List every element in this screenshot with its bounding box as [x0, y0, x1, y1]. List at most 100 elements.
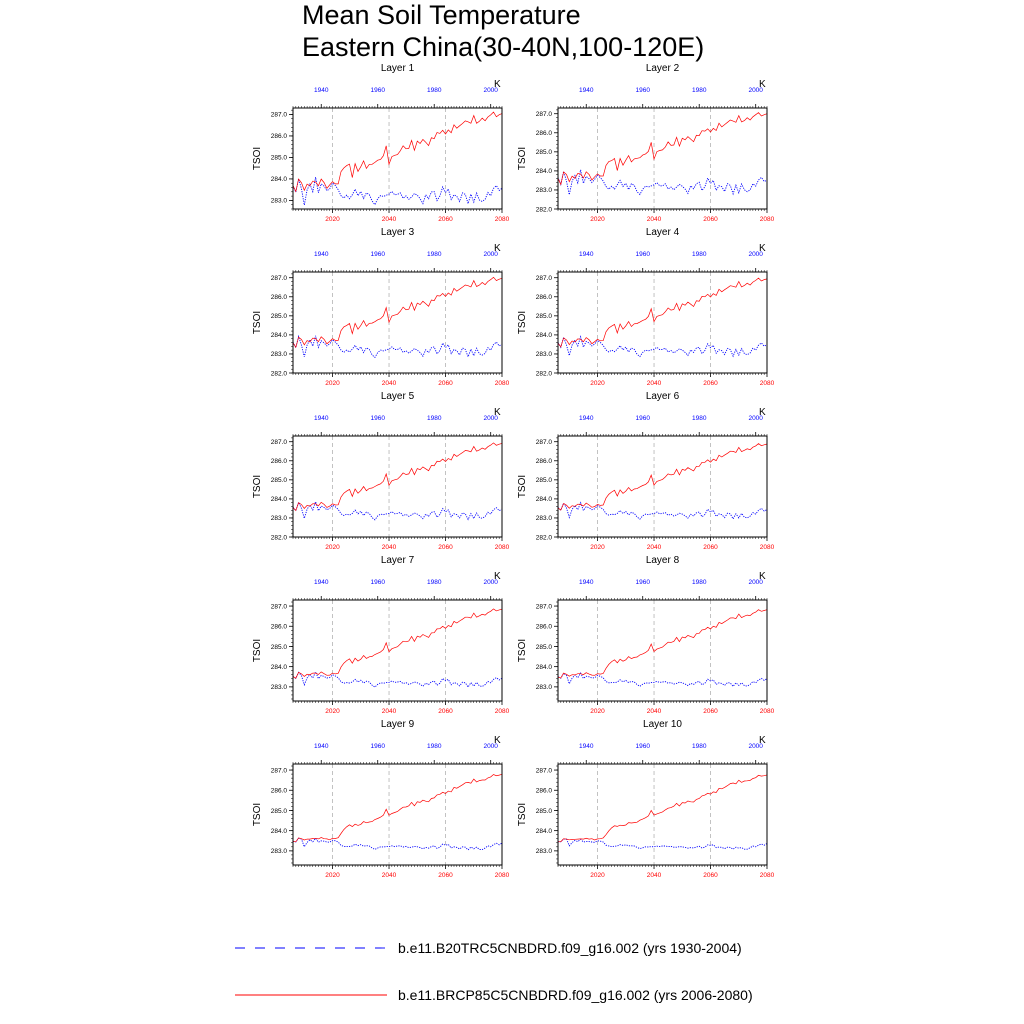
y-tick-label: 283.0: [271, 684, 288, 691]
y-tick-label: 287.0: [271, 603, 288, 610]
panel-layer-10: Layer 10 K TSOI 283.0 284.0 285.0 286.0 287.0 20…: [517, 719, 775, 879]
series-line-rcp85: [557, 277, 768, 348]
panel-title: Layer 4: [646, 227, 680, 238]
x-top-tick-label: 1980: [427, 743, 442, 750]
y-axis-label: TSOI: [252, 147, 263, 170]
panel-layer-8: Layer 8 K TSOI 283.0 284.0 285.0 286.0 287.0 202…: [517, 555, 775, 715]
x-bottom-tick-label: 2060: [438, 380, 453, 387]
y-tick-label: 286.0: [271, 133, 288, 140]
panel-grid: Layer 1 K TSOI 283.0 284.0 285.0 286.0 287.0 202…: [252, 63, 775, 879]
x-top-tick-label: 1980: [692, 579, 707, 586]
x-bottom-tick-label: 2060: [703, 708, 718, 715]
y-tick-label: 285.0: [271, 808, 288, 815]
units-label: K: [494, 243, 501, 254]
y-tick-label: 287.0: [271, 439, 288, 446]
figure-title-line-1: Mean Soil Temperature: [302, 0, 581, 30]
y-tick-label: 282.0: [536, 370, 553, 377]
y-tick-label: 284.0: [271, 332, 288, 339]
x-top-tick-label: 1980: [692, 415, 707, 422]
y-axis-label: TSOI: [252, 311, 263, 334]
legend-label-historical: b.e11.B20TRC5CNBDRD.f09_g16.002 (yrs 193…: [398, 940, 742, 956]
units-label: K: [494, 571, 501, 582]
x-top-tick-label: 2000: [483, 579, 498, 586]
x-bottom-tick-label: 2080: [495, 380, 510, 387]
x-top-tick-label: 1940: [579, 579, 594, 586]
x-top-tick-label: 1980: [427, 579, 442, 586]
series-line-historical: [557, 672, 768, 688]
x-top-tick-label: 2000: [483, 743, 498, 750]
x-bottom-tick-label: 2020: [325, 380, 340, 387]
y-tick-label: 285.0: [536, 313, 553, 320]
x-bottom-tick-label: 2040: [647, 380, 662, 387]
plot-frame: [292, 599, 503, 702]
series-line-rcp85: [557, 774, 768, 843]
x-top-tick-label: 1980: [692, 87, 707, 94]
y-axis-label: TSOI: [517, 311, 528, 334]
units-label: K: [759, 79, 766, 90]
panel-title: Layer 2: [646, 63, 680, 74]
panel-title: Layer 10: [643, 719, 682, 730]
y-tick-label: 285.0: [536, 808, 553, 815]
y-tick-label: 284.0: [536, 664, 553, 671]
x-bottom-tick-label: 2040: [382, 544, 397, 551]
series-line-rcp85: [557, 609, 768, 679]
x-top-tick-label: 1960: [635, 743, 650, 750]
y-tick-label: 284.0: [536, 332, 553, 339]
y-tick-label: 284.0: [536, 496, 553, 503]
x-bottom-tick-label: 2060: [703, 544, 718, 551]
x-bottom-tick-label: 2060: [703, 380, 718, 387]
y-tick-label: 284.0: [271, 828, 288, 835]
x-top-tick-label: 1940: [579, 415, 594, 422]
panel-layer-1: Layer 1 K TSOI 283.0 284.0 285.0 286.0 287.0 202…: [252, 63, 510, 223]
y-tick-label: 286.0: [271, 458, 288, 465]
y-tick-label: 287.0: [271, 275, 288, 282]
series-line-historical: [557, 838, 768, 850]
y-axis-label: TSOI: [517, 639, 528, 662]
plot-frame: [557, 599, 768, 702]
x-bottom-tick-label: 2080: [495, 708, 510, 715]
x-bottom-tick-label: 2060: [438, 708, 453, 715]
units-label: K: [759, 735, 766, 746]
units-label: K: [759, 407, 766, 418]
x-top-tick-label: 2000: [748, 743, 763, 750]
x-bottom-tick-label: 2040: [647, 544, 662, 551]
x-top-tick-label: 1980: [427, 87, 442, 94]
series-line-historical: [292, 837, 503, 851]
y-tick-label: 285.0: [271, 313, 288, 320]
x-bottom-tick-label: 2040: [647, 216, 662, 223]
x-bottom-tick-label: 2080: [760, 872, 775, 879]
x-top-tick-label: 1960: [635, 87, 650, 94]
y-tick-label: 286.0: [271, 624, 288, 631]
x-top-tick-label: 1980: [692, 251, 707, 258]
y-axis-label: TSOI: [517, 803, 528, 826]
x-bottom-tick-label: 2060: [438, 216, 453, 223]
panel-layer-2: Layer 2 K TSOI 282.0 283.0 284.0 285.0 286.0 287…: [517, 63, 775, 223]
panel-title: Layer 9: [381, 719, 415, 730]
series-line-rcp85: [292, 276, 503, 349]
plot-frame: [292, 763, 503, 866]
y-tick-label: 286.0: [536, 294, 553, 301]
series-line-historical: [292, 177, 503, 206]
y-tick-label: 283.0: [536, 684, 553, 691]
plot-frame: [557, 763, 768, 866]
units-label: K: [759, 571, 766, 582]
y-tick-label: 287.0: [536, 111, 553, 118]
series-line-historical: [292, 500, 503, 521]
y-tick-label: 282.0: [536, 206, 553, 213]
x-top-tick-label: 2000: [748, 415, 763, 422]
x-top-tick-label: 2000: [483, 251, 498, 258]
y-tick-label: 287.0: [536, 439, 553, 446]
x-bottom-tick-label: 2040: [382, 216, 397, 223]
series-line-rcp85: [557, 112, 768, 186]
y-tick-label: 282.0: [271, 534, 288, 541]
y-tick-label: 284.0: [271, 496, 288, 503]
x-top-tick-label: 1980: [427, 251, 442, 258]
plot-frame: [557, 435, 768, 538]
x-top-tick-label: 1960: [370, 415, 385, 422]
x-bottom-tick-label: 2020: [590, 708, 605, 715]
y-tick-label: 286.0: [271, 788, 288, 795]
series-line-rcp85: [292, 608, 503, 679]
x-top-tick-label: 1980: [692, 743, 707, 750]
panel-title: Layer 7: [381, 555, 415, 566]
y-tick-label: 283.0: [271, 198, 288, 205]
